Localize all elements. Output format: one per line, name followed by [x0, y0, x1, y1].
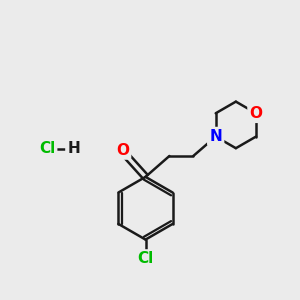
Text: O: O [250, 106, 262, 121]
Text: N: N [209, 129, 222, 144]
Text: O: O [116, 142, 129, 158]
Text: H: H [68, 141, 80, 156]
Text: Cl: Cl [137, 251, 154, 266]
Text: Cl: Cl [39, 141, 55, 156]
